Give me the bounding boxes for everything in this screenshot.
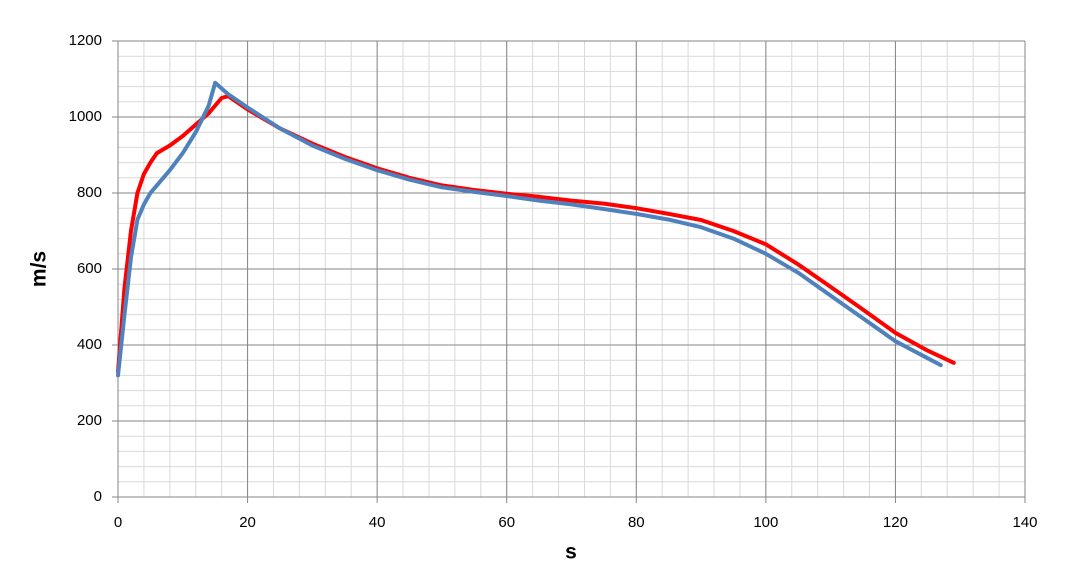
x-tick-label: 80 [628,514,645,531]
x-tick-label: 0 [114,514,122,531]
x-tick-label: 120 [883,514,908,531]
x-tick-label: 60 [498,514,515,531]
y-tick-label: 1200 [69,32,102,49]
y-tick-label: 800 [77,184,102,201]
y-tick-label: 200 [77,412,102,429]
x-tick-label: 20 [239,514,256,531]
y-tick-label: 1000 [69,108,102,125]
y-tick-label: 400 [77,336,102,353]
x-tick-label: 140 [1012,514,1037,531]
y-tick-label: 600 [77,260,102,277]
x-tick-label: 40 [369,514,386,531]
x-tick-label: 100 [753,514,778,531]
series-line [116,80,943,378]
y-axis-title: m/s [28,251,51,287]
x-axis-title: s [565,541,577,564]
y-tick-label: 0 [94,488,102,505]
